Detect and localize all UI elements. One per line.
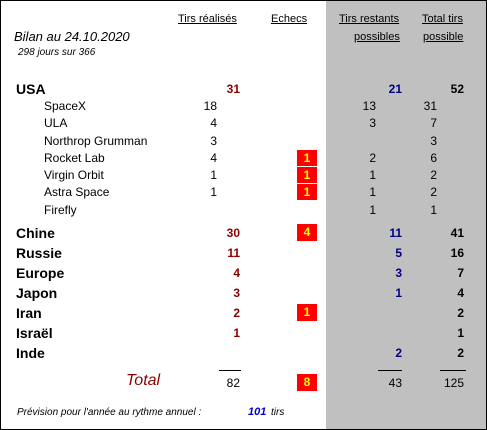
restants-value: 21 <box>388 82 402 96</box>
tirs-value: 2 <box>233 306 240 320</box>
restants-value: 2 <box>369 151 376 165</box>
forecast-unit: tirs <box>271 407 285 418</box>
tirs-value: 1 <box>233 326 240 340</box>
company-name: SpaceX <box>44 99 87 113</box>
restants-value: 2 <box>395 346 402 360</box>
tirs-value: 4 <box>233 266 240 280</box>
restants-value: 1 <box>395 286 402 300</box>
restants-value: 13 <box>362 99 376 113</box>
company-name: Rocket Lab <box>44 151 105 165</box>
total-value: 4 <box>457 286 464 300</box>
total-value: 31 <box>423 99 437 113</box>
restants-value: 43 <box>388 376 402 390</box>
tirs-value: 3 <box>210 134 217 148</box>
total-value: 2 <box>457 346 464 360</box>
tirs-value: 1 <box>210 168 217 182</box>
company-name: ULA <box>44 116 68 130</box>
total-value: 16 <box>450 246 464 260</box>
total-divider <box>440 370 466 371</box>
total-value: 6 <box>430 151 437 165</box>
country-name: Iran <box>16 305 42 321</box>
forecast-value: 101 <box>248 406 267 418</box>
total-value: 3 <box>430 134 437 148</box>
restants-value: 3 <box>395 266 402 280</box>
company-name: Virgin Orbit <box>44 168 104 182</box>
total-divider <box>378 370 402 371</box>
country-name: Inde <box>16 345 45 361</box>
tirs-value: 3 <box>233 286 240 300</box>
total-value: 2 <box>457 306 464 320</box>
country-name: USA <box>16 81 46 97</box>
tirs-value: 18 <box>203 99 217 113</box>
echecs-badge: 4 <box>297 224 317 241</box>
country-name: Europe <box>16 265 65 281</box>
tirs-value: 82 <box>226 376 240 390</box>
total-divider <box>219 370 241 371</box>
tirs-value: 31 <box>226 82 240 96</box>
echecs-badge: 1 <box>297 167 317 183</box>
col-header-total-2: possible <box>423 31 464 43</box>
company-name: Firefly <box>44 203 77 217</box>
total-value: 41 <box>450 226 464 240</box>
total-value: 52 <box>450 82 464 96</box>
total-value: 7 <box>430 116 437 130</box>
restants-value: 5 <box>395 246 402 260</box>
tirs-value: 30 <box>226 226 240 240</box>
restants-value: 11 <box>389 226 402 240</box>
tirs-value: 1 <box>210 185 217 199</box>
company-name: Astra Space <box>44 185 110 199</box>
restants-value: 1 <box>369 203 376 217</box>
tirs-value: 4 <box>210 151 217 165</box>
echecs-badge: 1 <box>297 184 317 200</box>
days-elapsed: 298 jours sur 366 <box>18 47 96 58</box>
tirs-value: 11 <box>227 246 240 260</box>
country-name: Russie <box>16 245 62 261</box>
company-name: Northrop Grumman <box>44 134 148 148</box>
total-label: Total <box>126 372 161 389</box>
restants-value: 3 <box>369 116 376 130</box>
forecast-text: Prévision pour l'année au rythme annuel … <box>17 407 202 418</box>
total-value: 125 <box>443 376 464 390</box>
col-header-echecs: Echecs <box>271 13 308 25</box>
restants-value: 1 <box>369 185 376 199</box>
echecs-badge: 8 <box>297 374 317 391</box>
country-name: Israël <box>16 325 53 341</box>
country-name: Chine <box>16 225 55 241</box>
col-header-total: Total tirs <box>422 13 463 25</box>
echecs-badge: 1 <box>297 150 317 166</box>
country-name: Japon <box>16 285 58 301</box>
restants-value: 1 <box>369 168 376 182</box>
echecs-badge: 1 <box>297 304 317 321</box>
total-value: 7 <box>457 266 464 280</box>
tirs-value: 4 <box>210 116 217 130</box>
projection-column-background <box>326 1 486 429</box>
col-header-restants-2: possibles <box>354 31 400 43</box>
total-value: 2 <box>430 185 437 199</box>
total-value: 2 <box>430 168 437 182</box>
report-date-title: Bilan au 24.10.2020 <box>14 29 130 44</box>
total-value: 1 <box>457 326 464 340</box>
col-header-restants: Tirs restants <box>339 13 400 25</box>
col-header-tirs: Tirs réalisés <box>178 13 237 25</box>
total-value: 1 <box>430 203 437 217</box>
